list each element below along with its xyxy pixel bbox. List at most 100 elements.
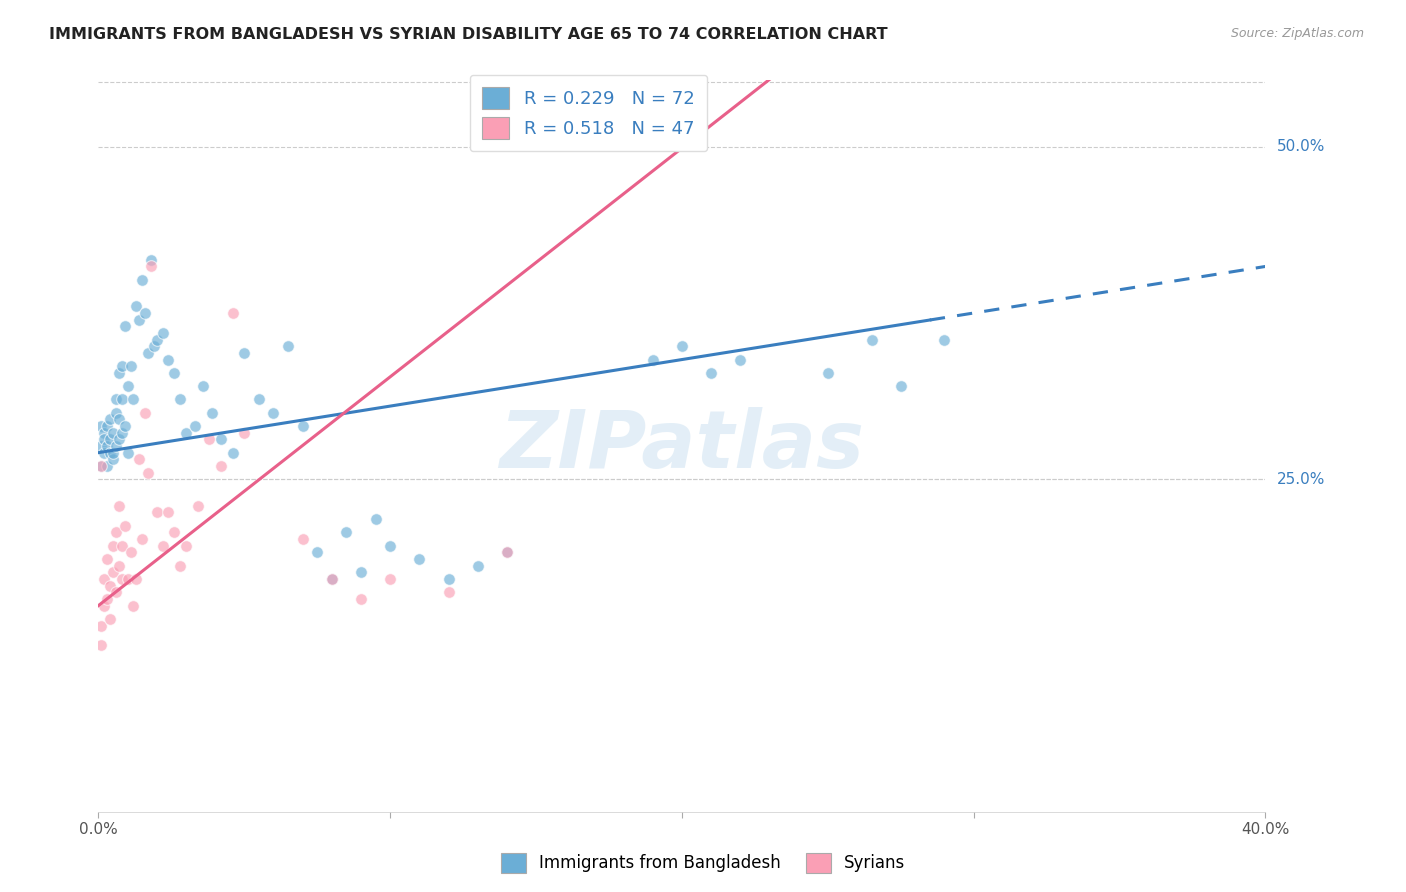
Point: [104, 406, 127, 420]
Point: [209, 458, 232, 473]
Point: [174, 425, 197, 440]
Point: [90, 458, 112, 473]
Point: [98, 412, 121, 426]
Point: [90, 419, 112, 434]
Point: [90, 618, 112, 632]
Point: [108, 366, 131, 380]
Point: [96, 458, 118, 473]
Point: [174, 539, 197, 553]
Point: [98, 612, 121, 626]
Point: [120, 359, 142, 374]
Point: [193, 379, 215, 393]
Point: [307, 545, 329, 559]
Point: [157, 506, 180, 520]
Point: [98, 579, 121, 593]
Point: [96, 591, 118, 606]
Point: [96, 439, 118, 453]
Point: [128, 452, 150, 467]
Point: [335, 525, 357, 540]
Point: [408, 552, 430, 566]
Point: [934, 333, 956, 347]
Point: [157, 352, 180, 367]
Point: [111, 392, 134, 407]
Point: [467, 558, 489, 573]
Point: [134, 406, 156, 420]
Point: [350, 566, 373, 580]
Point: [101, 452, 124, 467]
Point: [380, 539, 402, 553]
Point: [198, 433, 221, 447]
Point: [117, 572, 139, 586]
Point: [169, 392, 191, 407]
Point: [108, 558, 131, 573]
Point: [139, 252, 162, 267]
Point: [90, 458, 112, 473]
Point: [93, 599, 115, 613]
Point: [111, 425, 134, 440]
Point: [134, 306, 156, 320]
Point: [201, 406, 224, 420]
Point: [247, 392, 270, 407]
Point: [730, 352, 752, 367]
Point: [437, 585, 460, 599]
Point: [101, 539, 124, 553]
Point: [90, 439, 112, 453]
Point: [918, 33, 941, 47]
Point: [136, 466, 159, 480]
Point: [641, 352, 664, 367]
Point: [437, 572, 460, 586]
Point: [221, 445, 243, 459]
Point: [152, 326, 174, 340]
Point: [93, 572, 115, 586]
Point: [233, 346, 256, 360]
Point: [209, 433, 232, 447]
Point: [114, 319, 136, 334]
Point: [163, 366, 186, 380]
Point: [104, 585, 127, 599]
Point: [104, 525, 127, 540]
Point: [111, 572, 134, 586]
Point: [321, 572, 343, 586]
Point: [104, 439, 127, 453]
Point: [108, 412, 131, 426]
Point: [90, 639, 112, 653]
Point: [96, 419, 118, 434]
Point: [262, 40, 284, 54]
Point: [890, 379, 912, 393]
Point: [117, 445, 139, 459]
Point: [114, 419, 136, 434]
Point: [321, 572, 343, 586]
Text: 50.0%: 50.0%: [1277, 139, 1324, 154]
Point: [108, 433, 131, 447]
Point: [221, 306, 243, 320]
Point: [380, 572, 402, 586]
Point: [139, 260, 162, 274]
Point: [128, 312, 150, 326]
Point: [152, 539, 174, 553]
Point: [117, 379, 139, 393]
Point: [93, 425, 115, 440]
Point: [860, 333, 883, 347]
Point: [93, 433, 115, 447]
Point: [496, 545, 519, 559]
Text: Source: ZipAtlas.com: Source: ZipAtlas.com: [1230, 27, 1364, 40]
Point: [671, 339, 693, 353]
Point: [496, 545, 519, 559]
Point: [142, 339, 165, 353]
Point: [120, 545, 142, 559]
Point: [93, 445, 115, 459]
Text: ZIPatlas: ZIPatlas: [499, 407, 865, 485]
Point: [163, 525, 186, 540]
Point: [131, 532, 153, 546]
Point: [136, 346, 159, 360]
Point: [364, 512, 387, 526]
Point: [101, 425, 124, 440]
Point: [111, 359, 134, 374]
Point: [96, 552, 118, 566]
Point: [146, 506, 169, 520]
Point: [277, 339, 299, 353]
Point: [111, 539, 134, 553]
Point: [233, 425, 256, 440]
Point: [104, 392, 127, 407]
Point: [122, 392, 145, 407]
